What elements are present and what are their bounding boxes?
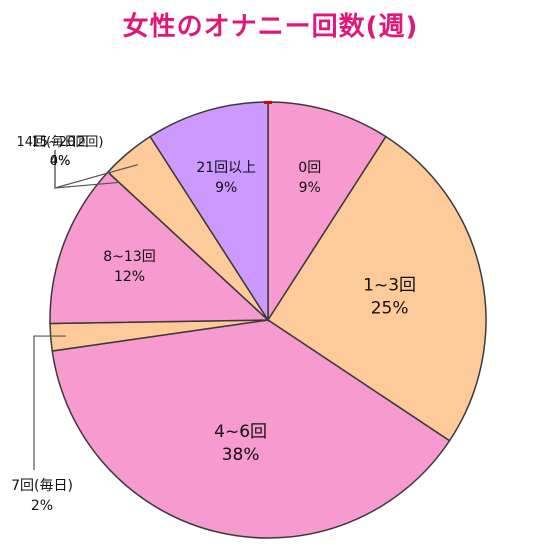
slice-label-6: 15~20回	[32, 135, 89, 150]
slice-label-4: 8~13回	[103, 249, 155, 265]
slice-value-6: 4%	[50, 154, 71, 169]
pie-slice-7	[149, 101, 269, 323]
slice-value-2: 38%	[222, 445, 260, 465]
pie-slice-1	[266, 135, 487, 442]
slice-value-1: 25%	[371, 299, 409, 319]
slice-value-4: 12%	[114, 269, 145, 285]
pie-slice-4	[49, 171, 270, 325]
slice-value-0: 9%	[299, 180, 321, 196]
pie-slice-2	[51, 319, 451, 539]
slice-value-3: 2%	[31, 498, 53, 514]
leader-line-3	[33, 335, 66, 470]
slice-label-1: 1~3回	[363, 276, 416, 296]
slice-label-5: 14回(毎日2回)	[17, 134, 104, 150]
top-marker	[264, 101, 272, 104]
slice-label-2: 4~6回	[214, 422, 267, 442]
pie-slice-0	[267, 101, 387, 323]
slice-label-3: 7回(毎日)	[11, 478, 73, 494]
slice-label-7: 21回以上	[196, 160, 256, 176]
slice-value-7: 9%	[215, 180, 237, 196]
slice-label-0: 0回	[298, 160, 321, 176]
leader-line-6	[54, 150, 138, 189]
chart-title: 女性のオナニー回数(週)	[122, 12, 419, 42]
